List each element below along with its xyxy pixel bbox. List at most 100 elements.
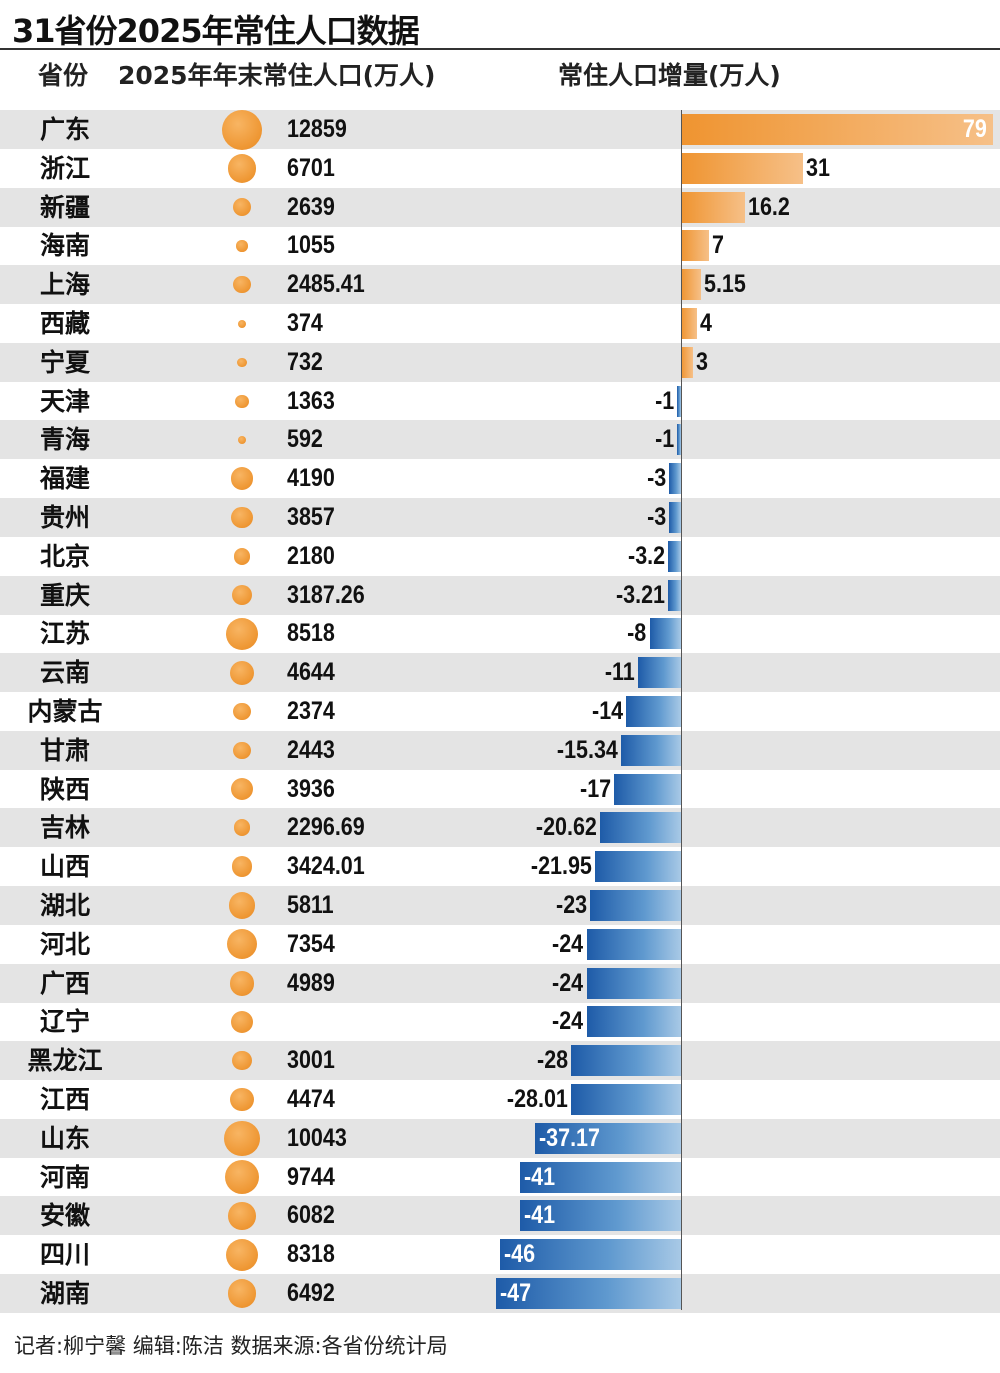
increase-bar <box>681 114 993 145</box>
increase-bar <box>681 308 697 339</box>
table-row: 湖北 5811 -23 <box>0 886 1000 925</box>
table-row: 青海 592 -1 <box>0 420 1000 460</box>
increase-bar <box>496 1278 681 1309</box>
population-dot <box>231 1010 253 1033</box>
table-row: 黑龙江 3001 -28 <box>0 1041 1000 1081</box>
table-row: 安徽 6082 -41 <box>0 1196 1000 1236</box>
province-label: 山西 <box>39 852 90 882</box>
population-value: 2180 <box>287 541 335 570</box>
increase-label: -14 <box>591 697 623 725</box>
province-label: 辽宁 <box>39 1007 90 1037</box>
increase-bar <box>620 734 681 766</box>
increase-label: -17 <box>580 774 612 803</box>
table-row: 江西 4474 -28.01 <box>0 1080 1000 1119</box>
table-row: 河北 7354 -24 <box>0 925 1000 964</box>
population-value: 3857 <box>287 503 335 531</box>
increase-label: 3 <box>695 347 708 376</box>
increase-bar <box>519 1161 681 1193</box>
table-row: 宁夏 732 3 <box>0 342 1000 382</box>
increase-label: 7 <box>711 231 724 260</box>
table-row: 福建 4190 -3 <box>0 459 1000 498</box>
population-value: 8518 <box>287 619 335 648</box>
population-dot <box>227 153 257 183</box>
population-value: 8318 <box>287 1240 335 1269</box>
population-dot <box>232 198 252 217</box>
header-population: 2025年年末常住人口(万人) <box>118 61 436 90</box>
province-label: 安徽 <box>39 1201 90 1231</box>
increase-label: -37.17 <box>538 1123 600 1152</box>
province-label: 河南 <box>39 1162 90 1192</box>
increase-label: -3 <box>647 503 667 531</box>
population-value: 1055 <box>287 231 335 260</box>
table-row: 广东 12859 79 <box>0 109 1000 150</box>
population-dot <box>225 617 259 651</box>
population-dot <box>225 1238 259 1271</box>
title-divider <box>0 48 1000 50</box>
increase-bar <box>681 152 804 184</box>
increase-label: -3 <box>647 464 667 493</box>
province-label: 贵州 <box>39 503 90 532</box>
table-row: 北京 2180 -3.2 <box>0 537 1000 576</box>
population-value: 5811 <box>287 891 334 919</box>
population-dot <box>233 548 251 565</box>
province-label: 福建 <box>39 464 90 494</box>
increase-label: 5.15 <box>704 270 747 299</box>
population-value: 4190 <box>287 464 335 493</box>
increase-bar <box>681 269 702 301</box>
increase-label: 79 <box>963 115 987 143</box>
population-value: 6701 <box>287 153 335 182</box>
increase-label: -28 <box>536 1046 568 1075</box>
chart-title: 31省份2025年常住人口数据 <box>12 12 420 50</box>
population-dot <box>226 929 258 960</box>
province-label: 陕西 <box>39 774 90 804</box>
province-label: 浙江 <box>39 153 90 183</box>
table-row: 山东 10043 -37.17 <box>0 1118 1000 1158</box>
population-dot <box>233 275 251 294</box>
table-row: 贵州 3857 -3 <box>0 498 1000 537</box>
population-value: 7354 <box>287 929 335 958</box>
population-dot <box>233 819 251 837</box>
population-value: 3187.26 <box>287 580 365 609</box>
footer-credits: 记者:柳宁馨 编辑:陈洁 数据来源:各省份统计局 <box>14 1334 448 1358</box>
population-dot <box>237 357 247 368</box>
population-value: 2485.41 <box>287 270 365 299</box>
province-label: 宁夏 <box>39 347 90 377</box>
province-label: 河北 <box>39 929 90 959</box>
table-row: 陕西 3936 -17 <box>0 770 1000 809</box>
increase-bar <box>669 502 681 533</box>
increase-label: -41 <box>523 1162 555 1191</box>
population-dot <box>230 778 254 801</box>
increase-label: -24 <box>552 968 584 997</box>
increase-bar <box>586 967 681 999</box>
increase-bar <box>625 696 681 727</box>
increase-label: -1 <box>654 425 675 454</box>
increase-label: -41 <box>523 1201 555 1230</box>
table-row: 甘肃 2443 -15.34 <box>0 730 1000 770</box>
increase-label: 4 <box>699 309 712 337</box>
increase-bar <box>669 463 681 495</box>
increase-bar <box>570 1045 681 1077</box>
increase-label: -8 <box>627 619 647 648</box>
table-row: 河南 9744 -41 <box>0 1158 1000 1197</box>
population-value: 4474 <box>287 1085 335 1113</box>
increase-bar <box>681 191 745 223</box>
table-row: 天津 1363 -1 <box>0 382 1000 421</box>
table-row: 吉林 2296.69 -20.62 <box>0 808 1000 848</box>
population-value: 1363 <box>287 386 335 415</box>
increase-label: -3.21 <box>616 580 666 609</box>
increase-label: -24 <box>552 929 584 958</box>
increase-label: 31 <box>806 153 831 182</box>
table-row: 辽宁 -24 <box>0 1002 1000 1041</box>
population-dot <box>230 1087 254 1112</box>
population-value: 6082 <box>287 1201 335 1230</box>
increase-bar <box>677 385 681 417</box>
population-dot <box>231 506 253 529</box>
province-label: 黑龙江 <box>27 1046 103 1076</box>
increase-label: -15.34 <box>556 735 618 764</box>
population-value: 592 <box>287 425 323 454</box>
increase-label: -3.2 <box>628 541 666 570</box>
increase-bar <box>677 424 681 456</box>
increase-bar <box>519 1200 681 1232</box>
zero-axis-line <box>681 110 682 1310</box>
province-label: 西藏 <box>39 309 90 338</box>
